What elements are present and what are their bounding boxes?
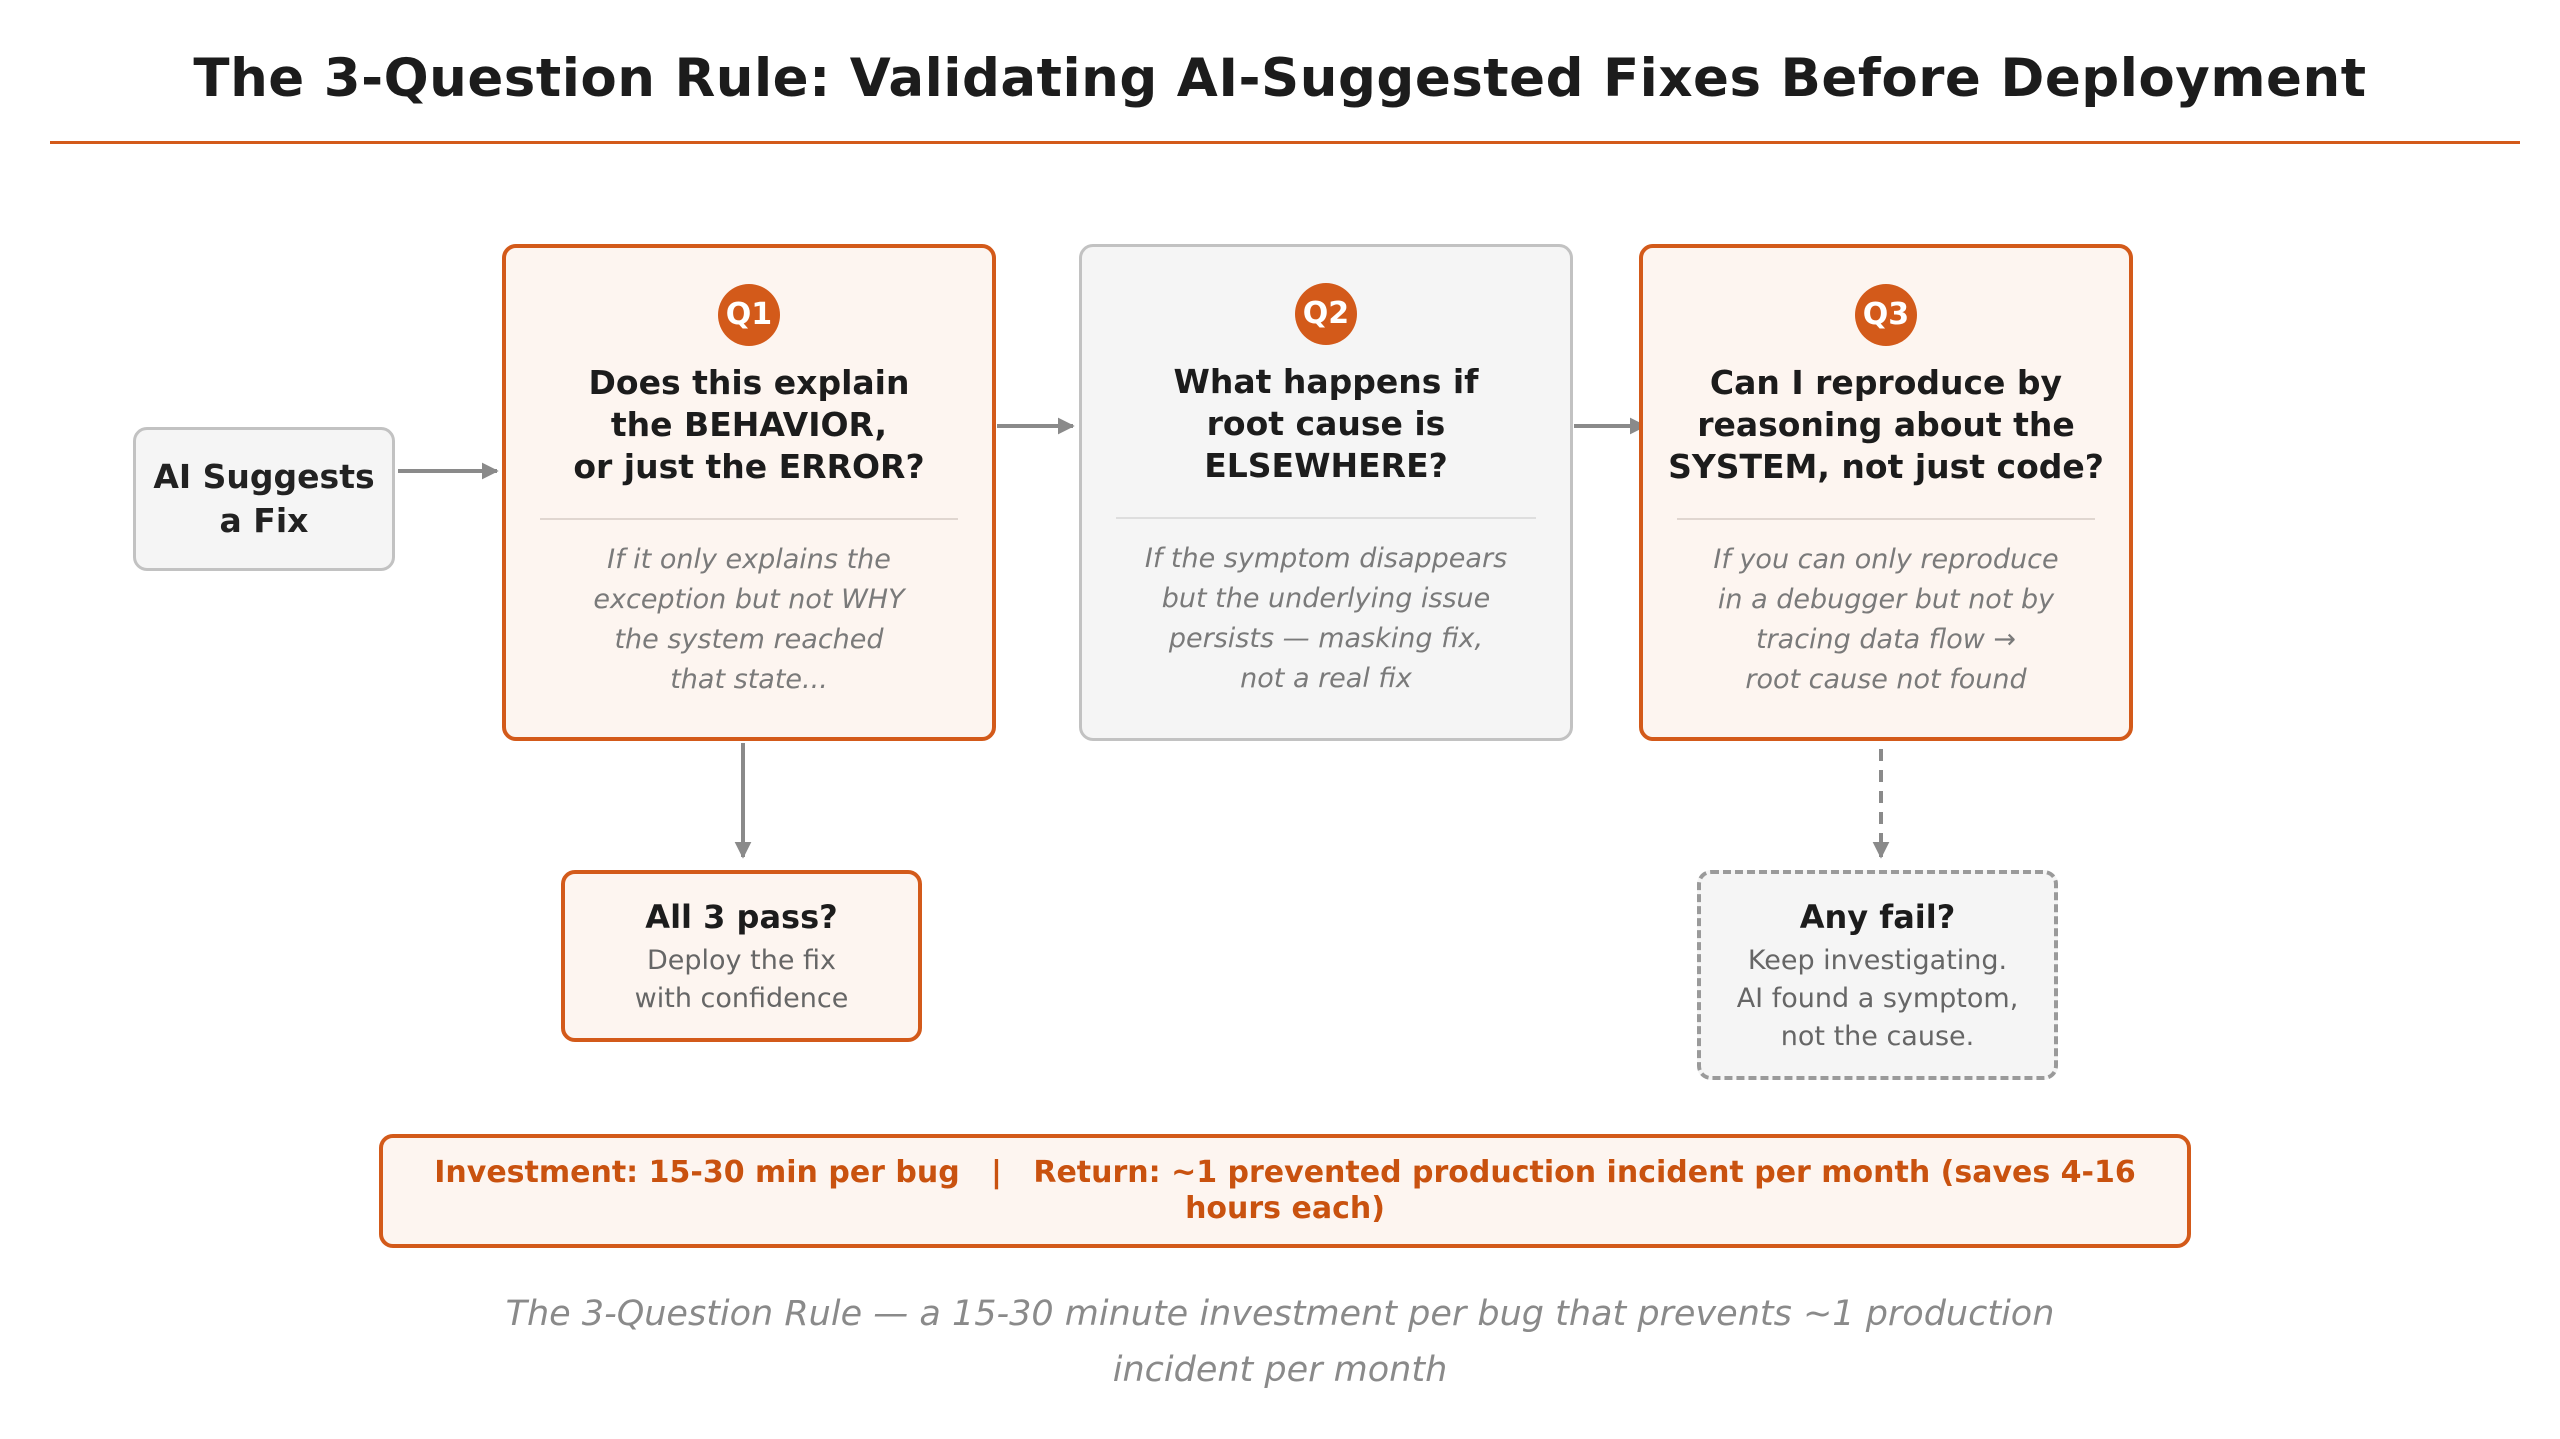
question-card-q3: Q3 Can I reproduce by reasoning about th… (1639, 244, 2133, 741)
q2-note-line: but the underlying issue (1161, 583, 1491, 614)
q2-badge: Q2 (1295, 283, 1357, 345)
q2-divider (1116, 517, 1536, 519)
pass-body-line: Deploy the fix (647, 945, 836, 976)
q1-badge: Q1 (718, 284, 780, 346)
q1-note-line: that state... (670, 664, 828, 695)
title-divider (50, 141, 2520, 144)
any-fail-box: Any fail? Keep investigating. AI found a… (1697, 870, 2058, 1080)
fail-body-line: not the cause. (1780, 1021, 1975, 1052)
q2-title-line: What happens if (1173, 362, 1479, 401)
pass-body-line: with confidence (634, 983, 849, 1014)
investment-return-banner: Investment: 15-30 min per bug | Return: … (379, 1134, 2191, 1248)
q3-divider (1677, 518, 2095, 520)
ai-suggests-fix-box: AI Suggests a Fix (133, 427, 395, 571)
q1-title-line: the BEHAVIOR, (610, 405, 888, 444)
q3-badge: Q3 (1855, 284, 1917, 346)
q1-title-line: or just the ERROR? (573, 447, 925, 486)
q2-note: If the symptom disappears but the underl… (1102, 539, 1550, 699)
q3-title: Can I reproduce by reasoning about the S… (1663, 362, 2109, 488)
q3-title-line: reasoning about the (1697, 405, 2075, 444)
q1-note-line: If it only explains the (607, 544, 891, 575)
q2-note-line: not a real fix (1240, 663, 1412, 694)
figure-caption: The 3-Question Rule — a 15-30 minute inv… (505, 1294, 2055, 1390)
pass-heading: All 3 pass? (645, 898, 838, 936)
pass-body: Deploy the fix with confidence (565, 942, 918, 1018)
q1-note-line: exception but not WHY (593, 584, 905, 615)
fail-body-line: AI found a symptom, (1736, 983, 2019, 1014)
start-label-line-1: AI Suggests (153, 457, 375, 496)
q1-title: Does this explain the BEHAVIOR, or just … (526, 362, 972, 488)
q2-title: What happens if root cause is ELSEWHERE? (1102, 361, 1550, 487)
q3-note-line: root cause not found (1745, 664, 2027, 695)
q3-note-line: in a debugger but not by (1717, 584, 2055, 615)
q1-note: If it only explains the exception but no… (526, 540, 972, 700)
q1-note-line: the system reached (614, 624, 884, 655)
start-label-line-2: a Fix (219, 501, 309, 540)
q3-title-line: SYSTEM, not just code? (1668, 447, 2104, 486)
banner-text: Investment: 15-30 min per bug | Return: … (434, 1155, 2147, 1226)
q2-title-line: root cause is (1206, 404, 1446, 443)
question-card-q2: Q2 What happens if root cause is ELSEWHE… (1079, 244, 1573, 741)
fail-heading: Any fail? (1799, 898, 1956, 936)
q3-title-line: Can I reproduce by (1709, 363, 2063, 402)
question-card-q1: Q1 Does this explain the BEHAVIOR, or ju… (502, 244, 996, 741)
q2-note-line: persists — masking fix, (1168, 623, 1484, 654)
q2-note-line: If the symptom disappears (1144, 543, 1508, 574)
q3-note-line: tracing data flow → (1755, 624, 2017, 655)
q1-divider (540, 518, 958, 520)
q2-title-line: ELSEWHERE? (1204, 446, 1448, 485)
fail-body-line: Keep investigating. (1747, 945, 2008, 976)
fail-body: Keep investigating. AI found a symptom, … (1701, 942, 2054, 1056)
q3-note: If you can only reproduce in a debugger … (1663, 540, 2109, 700)
q1-title-line: Does this explain (588, 363, 910, 402)
q3-note-line: If you can only reproduce (1713, 544, 2059, 575)
all-pass-box: All 3 pass? Deploy the fix with confiden… (561, 870, 922, 1042)
page-title: The 3-Question Rule: Validating AI-Sugge… (193, 48, 2367, 109)
